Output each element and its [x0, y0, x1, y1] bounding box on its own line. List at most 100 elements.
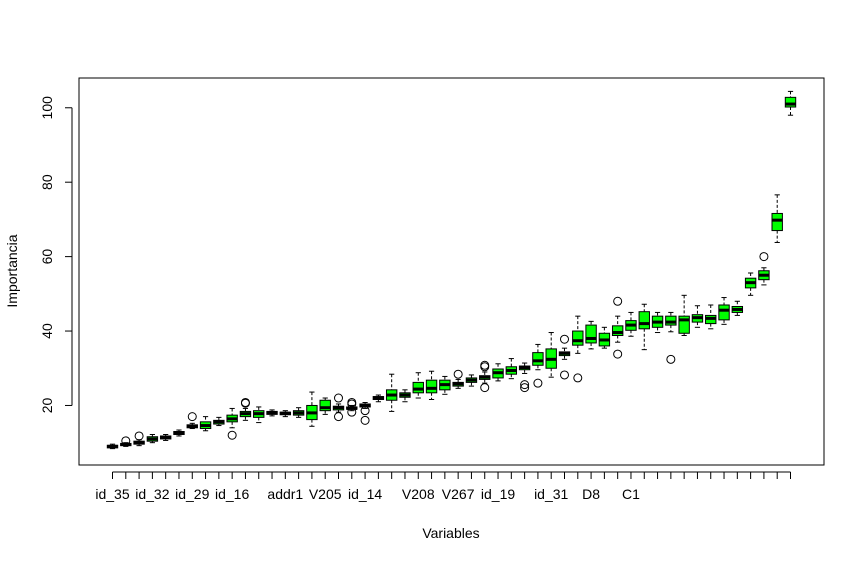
box-11	[239, 397, 252, 421]
box-33	[532, 343, 544, 388]
box-45	[691, 305, 704, 328]
x-tick-label: C1	[622, 486, 640, 502]
box-27	[452, 369, 464, 389]
outlier-point	[666, 354, 676, 364]
box-13	[266, 409, 278, 417]
box-46	[705, 304, 717, 330]
y-tick-label: 60	[39, 249, 55, 265]
box-rect	[638, 311, 650, 330]
box-1	[106, 443, 119, 450]
box-18	[332, 393, 345, 422]
x-tick-label: addr1	[267, 486, 303, 502]
outlier-point	[560, 334, 569, 344]
x-tick-label: id_32	[135, 486, 169, 502]
box-15	[292, 407, 305, 418]
box-48	[731, 300, 744, 316]
box-26	[439, 375, 451, 395]
box-36	[572, 315, 584, 383]
x-tick-label: id_14	[348, 486, 382, 502]
x-tick-label: V267	[442, 486, 475, 502]
outlier-point	[520, 383, 530, 393]
box-32	[518, 362, 531, 393]
box-8	[199, 416, 212, 432]
box-38	[598, 326, 611, 349]
box-51	[771, 194, 783, 243]
box-24	[412, 372, 424, 399]
box-40	[625, 311, 637, 337]
box-12	[253, 406, 265, 424]
x-tick-label: D8	[582, 486, 600, 502]
box-rect	[532, 352, 544, 366]
box-30	[492, 363, 504, 382]
box-14	[279, 410, 292, 418]
box-37	[585, 320, 597, 350]
box-17	[319, 397, 331, 415]
outlier-point	[480, 383, 490, 393]
outlier-point	[520, 380, 530, 390]
x-tick-label: id_35	[95, 486, 129, 502]
outlier-point	[360, 406, 370, 416]
box-22	[385, 373, 398, 412]
box-44	[678, 294, 690, 337]
outlier-point	[334, 393, 343, 403]
box-16	[306, 391, 318, 427]
box-6	[173, 429, 185, 437]
outlier-point	[759, 252, 769, 262]
box-52	[784, 90, 797, 116]
outlier-point	[187, 412, 197, 422]
y-axis-title: Importancia	[4, 234, 20, 307]
x-tick-label: id_31	[534, 486, 568, 502]
y-axis: 20 40 60 80 100	[39, 96, 73, 413]
y-tick-label: 100	[39, 96, 55, 120]
box-10	[226, 407, 238, 440]
box-28	[465, 374, 478, 387]
box-34	[545, 332, 557, 378]
outlier-point	[347, 397, 357, 407]
y-tick-label: 40	[39, 323, 55, 339]
x-tick-label: V205	[309, 486, 342, 502]
box-47	[718, 297, 730, 325]
box-2	[120, 436, 132, 447]
box-rect	[425, 379, 438, 394]
x-tick-label: id_16	[215, 486, 249, 502]
box-49	[744, 272, 757, 296]
box-43	[665, 311, 677, 364]
box-25	[425, 370, 438, 401]
box-31	[505, 358, 518, 380]
box-29	[479, 360, 491, 393]
box-rect	[585, 324, 597, 344]
outlier-point	[533, 378, 543, 388]
box-7	[186, 412, 198, 430]
outlier-point	[453, 369, 463, 379]
box-42	[651, 311, 664, 334]
box-rect	[771, 212, 783, 232]
outlier-point	[121, 436, 131, 446]
box-3	[133, 431, 145, 447]
outlier-point	[480, 360, 490, 370]
x-axis: id_35 id_32 id_29 id_16 addr1 V205 id_14 V208 V2…	[95, 471, 791, 502]
outlier-point	[613, 296, 623, 306]
x-tick-label: id_19	[481, 486, 515, 502]
boxes-group	[106, 90, 797, 450]
box-21	[372, 394, 385, 403]
outlier-point	[240, 397, 250, 407]
outlier-point	[360, 415, 370, 425]
box-35	[558, 334, 571, 380]
plot-frame	[78, 77, 825, 466]
box-rect	[784, 96, 797, 108]
box-41	[638, 303, 650, 351]
outlier-point	[334, 412, 343, 422]
box-39	[611, 296, 624, 359]
y-tick-label: 80	[39, 174, 55, 190]
box-23	[399, 389, 411, 403]
box-rect	[319, 399, 331, 412]
box-5	[159, 433, 172, 441]
outlier-point	[573, 373, 583, 383]
box-rect	[718, 304, 730, 321]
box-rect	[611, 325, 624, 337]
outlier-point	[560, 370, 569, 380]
x-axis-title: Variables	[422, 525, 479, 541]
box-rect	[572, 330, 584, 346]
box-rect	[678, 315, 690, 334]
